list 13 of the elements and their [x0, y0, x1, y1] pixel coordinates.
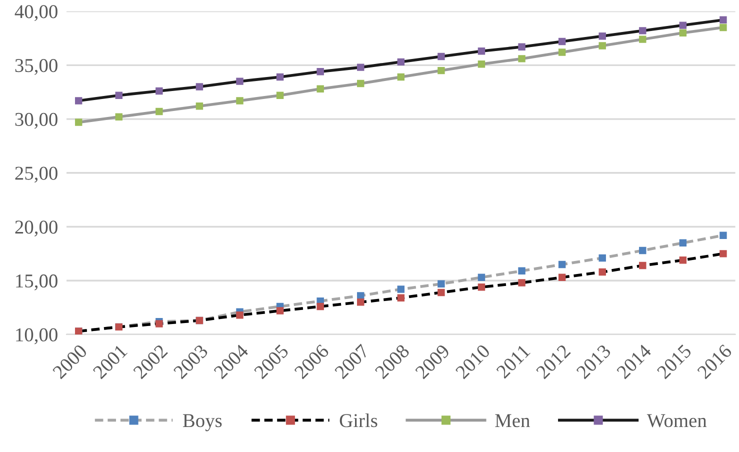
legend-label: Men [495, 414, 530, 428]
y-tick-label: 20,00 [15, 220, 58, 236]
legend-label: Girls [340, 414, 378, 428]
y-tick-label: 30,00 [15, 112, 58, 129]
y-tick-label: 10,00 [16, 328, 58, 344]
x-tick-label: 2011 [496, 344, 531, 379]
y-tick-label: 15,00 [16, 274, 58, 290]
legend-label: Women [646, 414, 707, 428]
y-tick-label: 35,00 [15, 58, 58, 75]
legend-label: Boys [182, 414, 222, 432]
x-tick-label: 2001 [92, 344, 128, 380]
y-tick-label: 40,00 [14, 5, 58, 22]
y-tick-label: 25,00 [15, 166, 58, 183]
